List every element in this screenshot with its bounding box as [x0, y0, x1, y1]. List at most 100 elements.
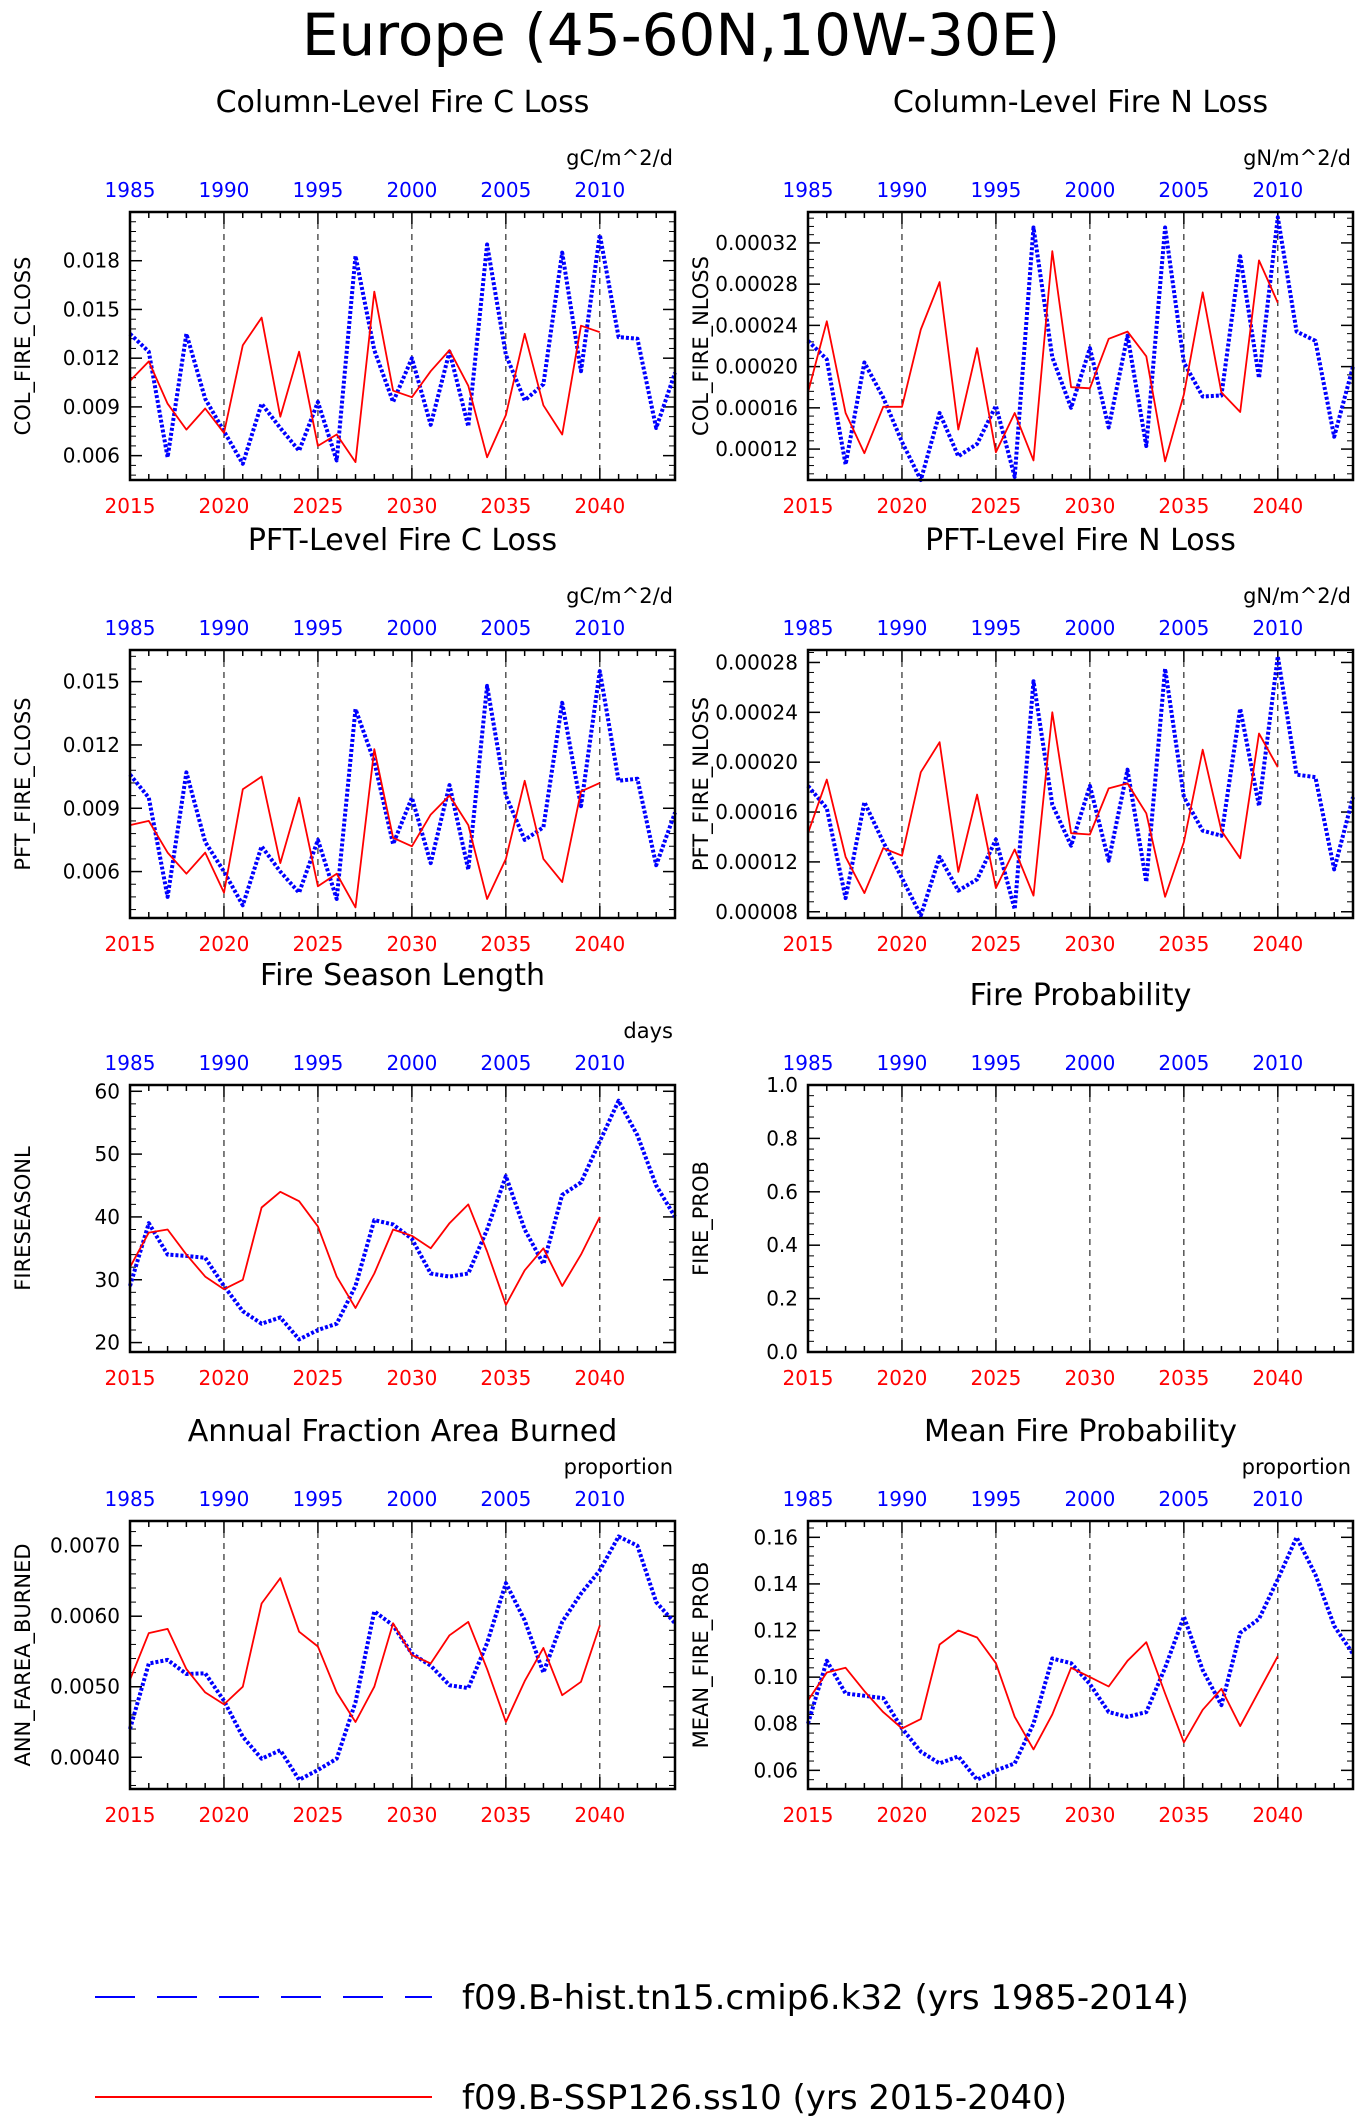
chart-units: proportion — [564, 1455, 673, 1479]
legend-label-ssp: f09.B-SSP126.ss10 (yrs 2015-2040) — [462, 2078, 1067, 2118]
y-tick-label: 0.00032 — [715, 231, 798, 255]
series-line-ssp — [807, 1629, 1279, 1751]
y-tick-label: 0.012 — [63, 346, 120, 370]
x-tick-label-top: 2000 — [1064, 1051, 1115, 1075]
chart-title: PFT-Level Fire C Loss — [248, 523, 557, 558]
x-tick-label-top: 2000 — [1064, 616, 1115, 640]
y-tick-label: 30 — [95, 1268, 120, 1292]
page-title: Europe (45-60N,10W-30E) — [302, 1, 1060, 69]
x-tick-label-top: 1985 — [783, 1051, 834, 1075]
chart-panel: Column-Level Fire N Loss gN/m^2/d COL_FIRE… — [689, 85, 1355, 518]
chart-title: Column-Level Fire N Loss — [893, 85, 1268, 120]
x-tick-label-bottom: 2025 — [292, 1803, 343, 1827]
x-tick-label-top: 1985 — [783, 616, 834, 640]
y-tick-label: 0.06 — [753, 1758, 798, 1782]
x-tick-label-top: 2000 — [1064, 1487, 1115, 1511]
x-tick-label-top: 2005 — [480, 1051, 531, 1075]
chart-title: Fire Season Length — [260, 958, 545, 993]
x-tick-label-top: 2010 — [1252, 616, 1303, 640]
x-tick-label-top: 2000 — [386, 1487, 437, 1511]
x-tick-label-bottom: 2025 — [292, 494, 343, 518]
plot-frame — [128, 210, 677, 482]
x-tick-label-top: 2000 — [386, 178, 437, 202]
series-line-hist — [128, 1098, 677, 1342]
series-line-hist — [128, 232, 677, 466]
chart-units: days — [623, 1019, 673, 1043]
x-tick-label-bottom: 2025 — [970, 494, 1021, 518]
y-tick-label: 0.00024 — [715, 700, 798, 724]
x-tick-label-top: 1985 — [105, 1487, 156, 1511]
x-tick-label-top: 2010 — [574, 178, 625, 202]
series-line-ssp — [807, 250, 1279, 463]
x-tick-label-bottom: 2035 — [480, 932, 531, 956]
x-tick-label-bottom: 2020 — [199, 932, 250, 956]
y-axis-label: COL_FIRE_NLOSS — [689, 256, 714, 436]
chart-panel: PFT-Level Fire N Loss gN/m^2/d PFT_FIRE_NL… — [689, 523, 1355, 956]
y-tick-label: 1.0 — [766, 1073, 798, 1097]
series-line-ssp — [129, 290, 601, 464]
series-line-hist — [128, 669, 677, 908]
x-tick-label-bottom: 2035 — [1158, 932, 1209, 956]
series-line-ssp — [129, 748, 601, 909]
chart-panel: PFT-Level Fire C Loss gC/m^2/d PFT_FIRE_CL… — [11, 523, 677, 956]
x-tick-label-bottom: 2025 — [970, 1803, 1021, 1827]
x-tick-label-bottom: 2015 — [105, 932, 156, 956]
y-axis-label: FIRE_PROB — [689, 1161, 714, 1276]
x-tick-label-top: 2005 — [1158, 616, 1209, 640]
x-tick-label-bottom: 2030 — [386, 1803, 437, 1827]
x-tick-label-top: 1990 — [877, 178, 928, 202]
x-tick-label-bottom: 2030 — [386, 932, 437, 956]
x-tick-label-top: 2000 — [386, 1051, 437, 1075]
series-line-ssp — [129, 1577, 601, 1723]
x-tick-label-top: 2010 — [1252, 1051, 1303, 1075]
y-tick-label: 0.8 — [766, 1126, 798, 1150]
y-axis-label: MEAN_FIRE_PROB — [689, 1562, 714, 1749]
x-tick-label-top: 2005 — [1158, 178, 1209, 202]
x-tick-label-bottom: 2030 — [1064, 494, 1115, 518]
plot-frame — [128, 1083, 677, 1354]
y-tick-label: 0.00024 — [715, 313, 798, 337]
x-tick-label-top: 1995 — [292, 178, 343, 202]
x-tick-label-top: 2005 — [1158, 1487, 1209, 1511]
x-tick-label-top: 1990 — [199, 1487, 250, 1511]
x-tick-label-bottom: 2015 — [783, 494, 834, 518]
y-tick-label: 0.00020 — [715, 355, 798, 379]
x-tick-label-bottom: 2020 — [877, 1803, 928, 1827]
chart-units: gN/m^2/d — [1243, 584, 1351, 608]
y-tick-label: 0.0070 — [50, 1534, 120, 1558]
y-tick-label: 0.0040 — [50, 1745, 120, 1769]
y-tick-label: 0.006 — [63, 860, 120, 884]
x-tick-label-bottom: 2035 — [1158, 494, 1209, 518]
plot-frame — [806, 1083, 1355, 1354]
x-tick-label-bottom: 2040 — [1252, 1366, 1303, 1390]
x-tick-label-bottom: 2015 — [105, 494, 156, 518]
x-tick-label-top: 2005 — [480, 1487, 531, 1511]
x-tick-label-bottom: 2040 — [1252, 932, 1303, 956]
x-tick-label-top: 2005 — [480, 616, 531, 640]
series-line-hist — [806, 1535, 1355, 1782]
x-tick-label-top: 2010 — [574, 1051, 625, 1075]
series-line-hist — [128, 1534, 677, 1782]
y-tick-label: 0.12 — [753, 1619, 798, 1643]
x-tick-label-top: 2010 — [1252, 1487, 1303, 1511]
chart-panel: Fire Probability FIRE_PROB 2015 2020 2025 203… — [689, 978, 1355, 1390]
x-tick-label-bottom: 2035 — [1158, 1366, 1209, 1390]
x-tick-label-top: 1990 — [199, 1051, 250, 1075]
x-tick-label-bottom: 2030 — [386, 1366, 437, 1390]
x-tick-label-bottom: 2040 — [574, 932, 625, 956]
x-tick-label-top: 1990 — [877, 1487, 928, 1511]
y-tick-label: 0.00028 — [715, 272, 798, 296]
y-tick-label: 0.4 — [766, 1233, 798, 1257]
x-tick-label-bottom: 2035 — [480, 1366, 531, 1390]
x-tick-label-bottom: 2015 — [783, 1366, 834, 1390]
x-tick-label-top: 1985 — [783, 178, 834, 202]
x-tick-label-bottom: 2040 — [1252, 494, 1303, 518]
plot-frame — [128, 648, 677, 920]
y-tick-label: 50 — [95, 1142, 120, 1166]
x-tick-label-bottom: 2035 — [1158, 1803, 1209, 1827]
x-tick-label-bottom: 2020 — [199, 494, 250, 518]
x-tick-label-bottom: 2030 — [1064, 1803, 1115, 1827]
x-tick-label-top: 1990 — [199, 178, 250, 202]
